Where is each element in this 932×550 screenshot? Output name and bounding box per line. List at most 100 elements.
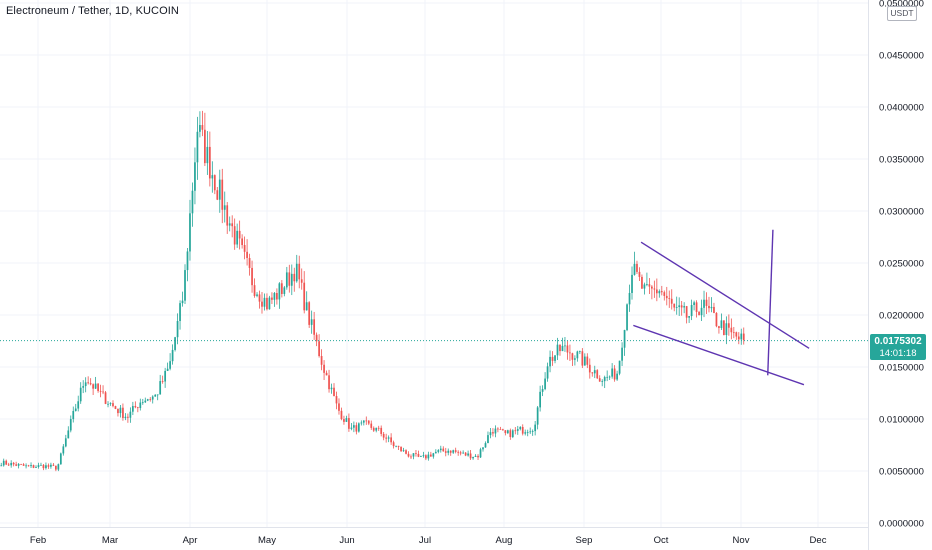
candle-body <box>273 293 276 300</box>
candle-body <box>256 294 258 296</box>
candle-body <box>400 446 402 452</box>
candle-body <box>385 437 388 439</box>
candle-body <box>84 382 87 387</box>
candle-body <box>710 306 713 309</box>
candle-body <box>204 129 206 164</box>
candle-body <box>506 430 509 434</box>
candle-body <box>271 297 273 300</box>
candle-body <box>179 303 181 322</box>
candle-body <box>117 408 119 414</box>
candle-body <box>360 422 363 424</box>
y-tick-label: 0.0150000 <box>879 363 924 374</box>
x-tick-label: May <box>258 535 276 546</box>
candle-body <box>295 263 298 282</box>
candle-body <box>62 446 65 454</box>
candle-body <box>514 430 517 432</box>
candle-body <box>482 447 484 450</box>
pattern-trendline[interactable] <box>640 241 810 349</box>
candle-body <box>668 298 671 299</box>
candle-body <box>472 456 474 459</box>
candle-body <box>69 419 72 431</box>
candle-body <box>285 272 288 288</box>
candle-body <box>402 450 405 452</box>
candle-body <box>246 251 248 258</box>
candle-body <box>420 456 422 457</box>
candle-body <box>37 465 40 467</box>
candle-body <box>223 205 226 210</box>
last-price-value: 0.0175302 <box>874 335 922 347</box>
candle-body <box>191 190 194 214</box>
candle-body <box>459 452 462 454</box>
candle-body <box>653 288 656 290</box>
candle-body <box>2 460 5 466</box>
candle-body <box>608 376 611 378</box>
candle-body <box>253 285 256 296</box>
candle-body <box>618 360 621 374</box>
candle-body <box>10 462 13 466</box>
candle-body <box>633 263 636 275</box>
y-tick-label: 0.0250000 <box>879 259 924 270</box>
candle-body <box>67 430 70 439</box>
pattern-trendline[interactable] <box>767 229 774 376</box>
candle-body <box>55 465 57 470</box>
candle-body <box>199 125 201 132</box>
candle-body <box>328 375 330 390</box>
candle-body <box>444 451 447 453</box>
candle-body <box>616 373 618 380</box>
candle-body <box>735 332 738 337</box>
candle-body <box>367 420 370 424</box>
candle-body <box>576 351 579 359</box>
candle-body <box>280 283 283 294</box>
candle-body <box>146 399 149 401</box>
candle-body <box>47 465 50 467</box>
candle-body <box>425 455 427 459</box>
candle-body <box>127 416 129 418</box>
candle-body <box>216 190 219 200</box>
candle-body <box>124 416 127 419</box>
candle-body <box>164 370 167 382</box>
candle-body <box>0 465 3 467</box>
candle-body <box>122 407 124 419</box>
y-tick-label: 0.0050000 <box>879 467 924 478</box>
candle-body <box>338 403 340 411</box>
candle-body <box>144 400 147 403</box>
candle-body <box>713 306 715 313</box>
candle-body <box>323 364 325 373</box>
candle-body <box>742 333 745 340</box>
candle-body <box>119 407 122 414</box>
candle-body <box>410 456 412 458</box>
candle-body <box>303 282 306 311</box>
candle-body <box>574 358 576 360</box>
candle-body <box>77 401 80 409</box>
candle-body <box>526 432 529 433</box>
candle-body <box>516 429 519 431</box>
candle-body <box>50 464 52 467</box>
candle-body <box>15 464 18 466</box>
candle-body <box>511 430 514 438</box>
candle-body <box>566 345 569 353</box>
candle-body <box>266 297 268 310</box>
candle-body <box>226 205 229 226</box>
candle-body <box>156 394 159 396</box>
candle-body <box>437 450 440 452</box>
candle-body <box>732 332 735 334</box>
candle-body <box>134 406 137 408</box>
candle-body <box>380 427 383 434</box>
candle-body <box>107 403 109 405</box>
candle-body <box>492 432 494 434</box>
candle-body <box>688 316 690 318</box>
candle-body <box>638 271 641 277</box>
candle-body <box>372 427 375 431</box>
candle-body <box>499 429 502 430</box>
candle-body <box>703 299 705 308</box>
candle-body <box>467 453 469 456</box>
candle-body <box>462 452 465 454</box>
candle-body <box>675 306 678 308</box>
pattern-trendline[interactable] <box>633 324 805 386</box>
y-tick-label: 0.0000000 <box>879 519 924 530</box>
currency-unit-badge[interactable]: USDT <box>887 6 917 21</box>
x-tick-label: Apr <box>183 535 198 546</box>
candle-body <box>541 389 544 392</box>
candle-body <box>221 179 224 210</box>
